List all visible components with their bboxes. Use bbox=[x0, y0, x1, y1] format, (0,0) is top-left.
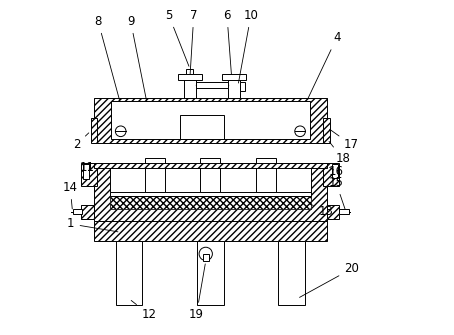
Bar bbox=[256, 158, 276, 192]
Bar bbox=[196, 82, 228, 88]
Bar bbox=[339, 209, 349, 214]
Bar bbox=[200, 158, 220, 192]
Bar bbox=[228, 74, 241, 98]
Bar bbox=[203, 254, 209, 261]
Text: 18: 18 bbox=[329, 141, 350, 165]
Text: 7: 7 bbox=[190, 9, 197, 74]
Text: 2: 2 bbox=[73, 133, 89, 151]
Text: 12: 12 bbox=[131, 300, 157, 321]
Text: 16: 16 bbox=[328, 165, 344, 178]
Bar bbox=[73, 209, 82, 214]
Text: 9: 9 bbox=[127, 15, 147, 102]
Bar bbox=[94, 98, 327, 143]
Bar bbox=[81, 162, 98, 186]
Text: 19: 19 bbox=[189, 264, 205, 321]
Text: 13: 13 bbox=[309, 204, 333, 218]
Bar bbox=[81, 205, 94, 219]
Bar bbox=[181, 115, 224, 139]
Bar bbox=[111, 101, 310, 139]
Text: 4: 4 bbox=[308, 31, 340, 98]
Text: 17: 17 bbox=[330, 129, 359, 151]
Text: 10: 10 bbox=[238, 9, 258, 83]
Bar bbox=[241, 82, 246, 90]
Text: 15: 15 bbox=[329, 176, 345, 209]
Bar bbox=[327, 205, 339, 219]
Bar bbox=[186, 69, 193, 74]
Bar bbox=[110, 196, 311, 209]
Bar bbox=[110, 162, 311, 209]
Bar bbox=[178, 74, 202, 80]
Bar bbox=[278, 241, 305, 306]
Bar bbox=[94, 162, 327, 221]
Bar bbox=[91, 118, 98, 143]
Bar bbox=[94, 221, 327, 241]
Bar bbox=[110, 192, 311, 196]
Bar bbox=[145, 158, 165, 192]
Text: 8: 8 bbox=[94, 15, 120, 102]
Bar bbox=[184, 74, 196, 98]
Bar bbox=[94, 162, 327, 169]
Text: 14: 14 bbox=[63, 181, 78, 209]
Bar bbox=[222, 74, 247, 80]
Bar bbox=[323, 118, 330, 143]
Text: 11: 11 bbox=[79, 161, 94, 174]
Text: 20: 20 bbox=[300, 262, 359, 297]
Bar bbox=[116, 241, 142, 306]
Bar bbox=[83, 163, 89, 179]
Text: 5: 5 bbox=[165, 9, 189, 66]
Text: 1: 1 bbox=[67, 217, 118, 232]
Bar bbox=[197, 241, 224, 306]
Bar bbox=[332, 163, 338, 179]
Text: 6: 6 bbox=[223, 9, 232, 74]
Bar bbox=[323, 162, 339, 186]
